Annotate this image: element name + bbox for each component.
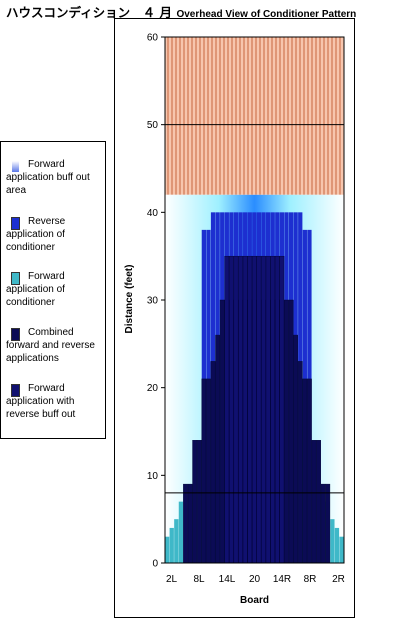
x-tick-label-20: 20 [249,574,261,585]
bar-3-32 [311,440,317,564]
bar-3-10 [210,361,216,564]
bar-3-34 [320,483,326,564]
y-tick-label-60: 60 [147,33,159,44]
chart-title-english: Overhead View of Conditioner Pattern [176,9,357,20]
bar-3-28 [293,334,298,564]
gradient-swatch-icon [11,160,20,173]
bar-3-35 [325,483,331,564]
gridlines [165,124,344,494]
chart-area: 0 10 20 30 40 50 60 2L 8L 14L 20 14R 8R 2R Distance … [114,18,355,618]
legend-label: Reverse application of conditioner [6,216,66,253]
bar-4-13 [224,255,230,564]
bar-2-0 [165,536,170,563]
bar-4-18 [247,255,253,564]
chart-legend: Forward application buff out area Revers… [0,141,106,439]
solid-swatch-icon [11,328,20,341]
chart-title-japanese: ハウスコンディション ４ 月 [6,5,172,20]
series-layer [165,212,344,564]
bar-3-30 [302,378,308,564]
bar-2-37 [334,527,340,563]
bar-4-21 [261,255,266,564]
bar-4-22 [265,255,271,564]
bar-2-3 [178,501,184,563]
bar-3-4 [183,483,188,564]
bar-4-24 [274,255,280,564]
solid-swatch-icon [11,217,20,230]
legend-label: Forward application with reverse buff ou… [6,383,76,420]
solid-swatch-icon [11,384,20,397]
y-axis-title: Distance (feet) [124,265,135,334]
bar-4-17 [242,255,248,564]
bar-3-29 [297,361,303,564]
y-tick-label-20: 20 [147,383,159,394]
y-tick-label-50: 50 [147,120,159,131]
bar-4-14 [229,255,234,564]
y-tick-label-30: 30 [147,296,159,307]
chart-svg: 0 10 20 30 40 50 60 2L 8L 14L 20 14R 8R 2R Distance … [124,33,345,607]
bar-3-8 [201,378,207,564]
bar-2-36 [330,519,335,563]
x-axis-title: Board [240,595,269,606]
bar-3-9 [206,378,211,564]
x-tick-label-8L: 8L [193,574,205,585]
x-tick-label-2L: 2L [166,574,178,585]
y-axis: 0 10 20 30 40 50 60 [147,33,165,570]
x-tick-label-14R: 14R [273,574,291,585]
solid-swatch-icon [11,272,20,285]
bar-4-20 [256,255,262,564]
x-tick-label-14L: 14L [219,574,236,585]
bar-3-11 [215,334,220,564]
bar-4-19 [252,255,257,564]
dry-lane-area [165,37,344,195]
legend-label: Combined forward and reverse application… [6,327,95,364]
y-tick-label-40: 40 [147,208,159,219]
x-tick-label-2R: 2R [332,574,345,585]
bar-3-7 [196,440,202,564]
bar-3-31 [307,378,312,564]
bar-3-5 [187,483,193,564]
y-tick-label-10: 10 [147,471,159,482]
bar-4-16 [238,255,243,564]
y-tick-label-0: 0 [152,559,158,570]
bar-3-12 [219,299,225,564]
legend-label: Forward application of conditioner [6,271,65,308]
bar-4-15 [233,255,239,564]
bar-3-26 [284,299,289,564]
bar-3-6 [192,440,198,564]
chart-title: ハウスコンディション ４ 月 Overhead View of Conditio… [6,2,356,22]
bar-3-33 [316,440,321,564]
bar-4-25 [279,255,285,564]
bar-2-38 [339,536,344,563]
x-tick-label-8R: 8R [304,574,317,585]
bar-4-23 [270,255,276,564]
bar-2-2 [174,519,179,563]
x-axis: 2L 8L 14L 20 14R 8R 2R [166,574,345,585]
bar-3-27 [288,299,294,564]
legend-label: Forward application buff out area [6,159,90,196]
bar-2-1 [169,527,174,563]
